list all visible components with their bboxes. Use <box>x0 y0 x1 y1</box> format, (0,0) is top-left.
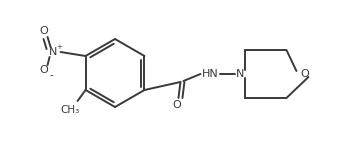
Text: N: N <box>49 47 58 57</box>
Text: CH₃: CH₃ <box>60 105 79 115</box>
Text: O: O <box>39 65 48 75</box>
Text: HN: HN <box>202 69 219 79</box>
Text: -: - <box>50 70 54 80</box>
Text: N: N <box>236 69 245 79</box>
Text: O: O <box>300 69 309 79</box>
Text: O: O <box>172 100 181 110</box>
Text: +: + <box>57 44 62 50</box>
Text: O: O <box>39 26 48 36</box>
